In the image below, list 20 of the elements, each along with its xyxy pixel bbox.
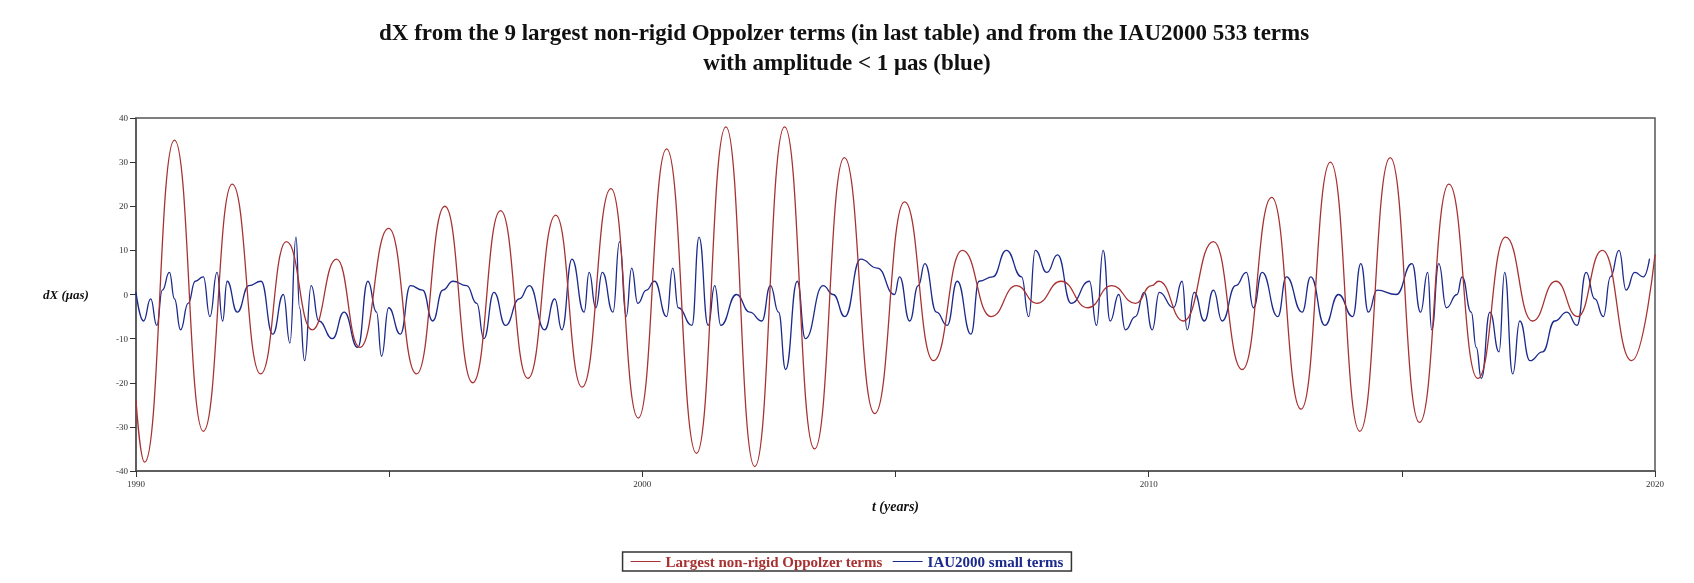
y-tick-label: -10: [116, 333, 129, 344]
x-tick-label: 1990: [127, 478, 146, 489]
y-tick-label: 20: [119, 201, 129, 212]
x-tick-label: 2000: [633, 478, 652, 489]
y-tick-label: 10: [119, 245, 129, 256]
legend-label: IAU2000 small terms: [927, 553, 1064, 570]
chart-title: dX from the 9 largest non-rigid Oppolzer terms (in last table) and from the IAU2000 533 terms with amplitude < 1 μas (blue): [379, 19, 1315, 75]
x-axis-title: t (years): [871, 498, 920, 515]
line-series: [135, 126, 1656, 468]
y-axis-title: dX (μas): [43, 287, 89, 302]
x-tick-label: 2020: [1646, 478, 1665, 489]
legend-label: Largest non-rigid Oppolzer terms: [665, 553, 883, 570]
line-series: [135, 236, 1651, 379]
y-tick-label: 0: [123, 289, 129, 300]
y-tick-label: -30: [116, 421, 129, 432]
x-tick-label: 2010: [1139, 478, 1159, 489]
y-tick-label: -40: [116, 466, 129, 476]
y-tick-label: 30: [119, 157, 129, 168]
y-tick-label: 40: [119, 113, 129, 123]
y-tick-label: -20: [116, 377, 129, 388]
